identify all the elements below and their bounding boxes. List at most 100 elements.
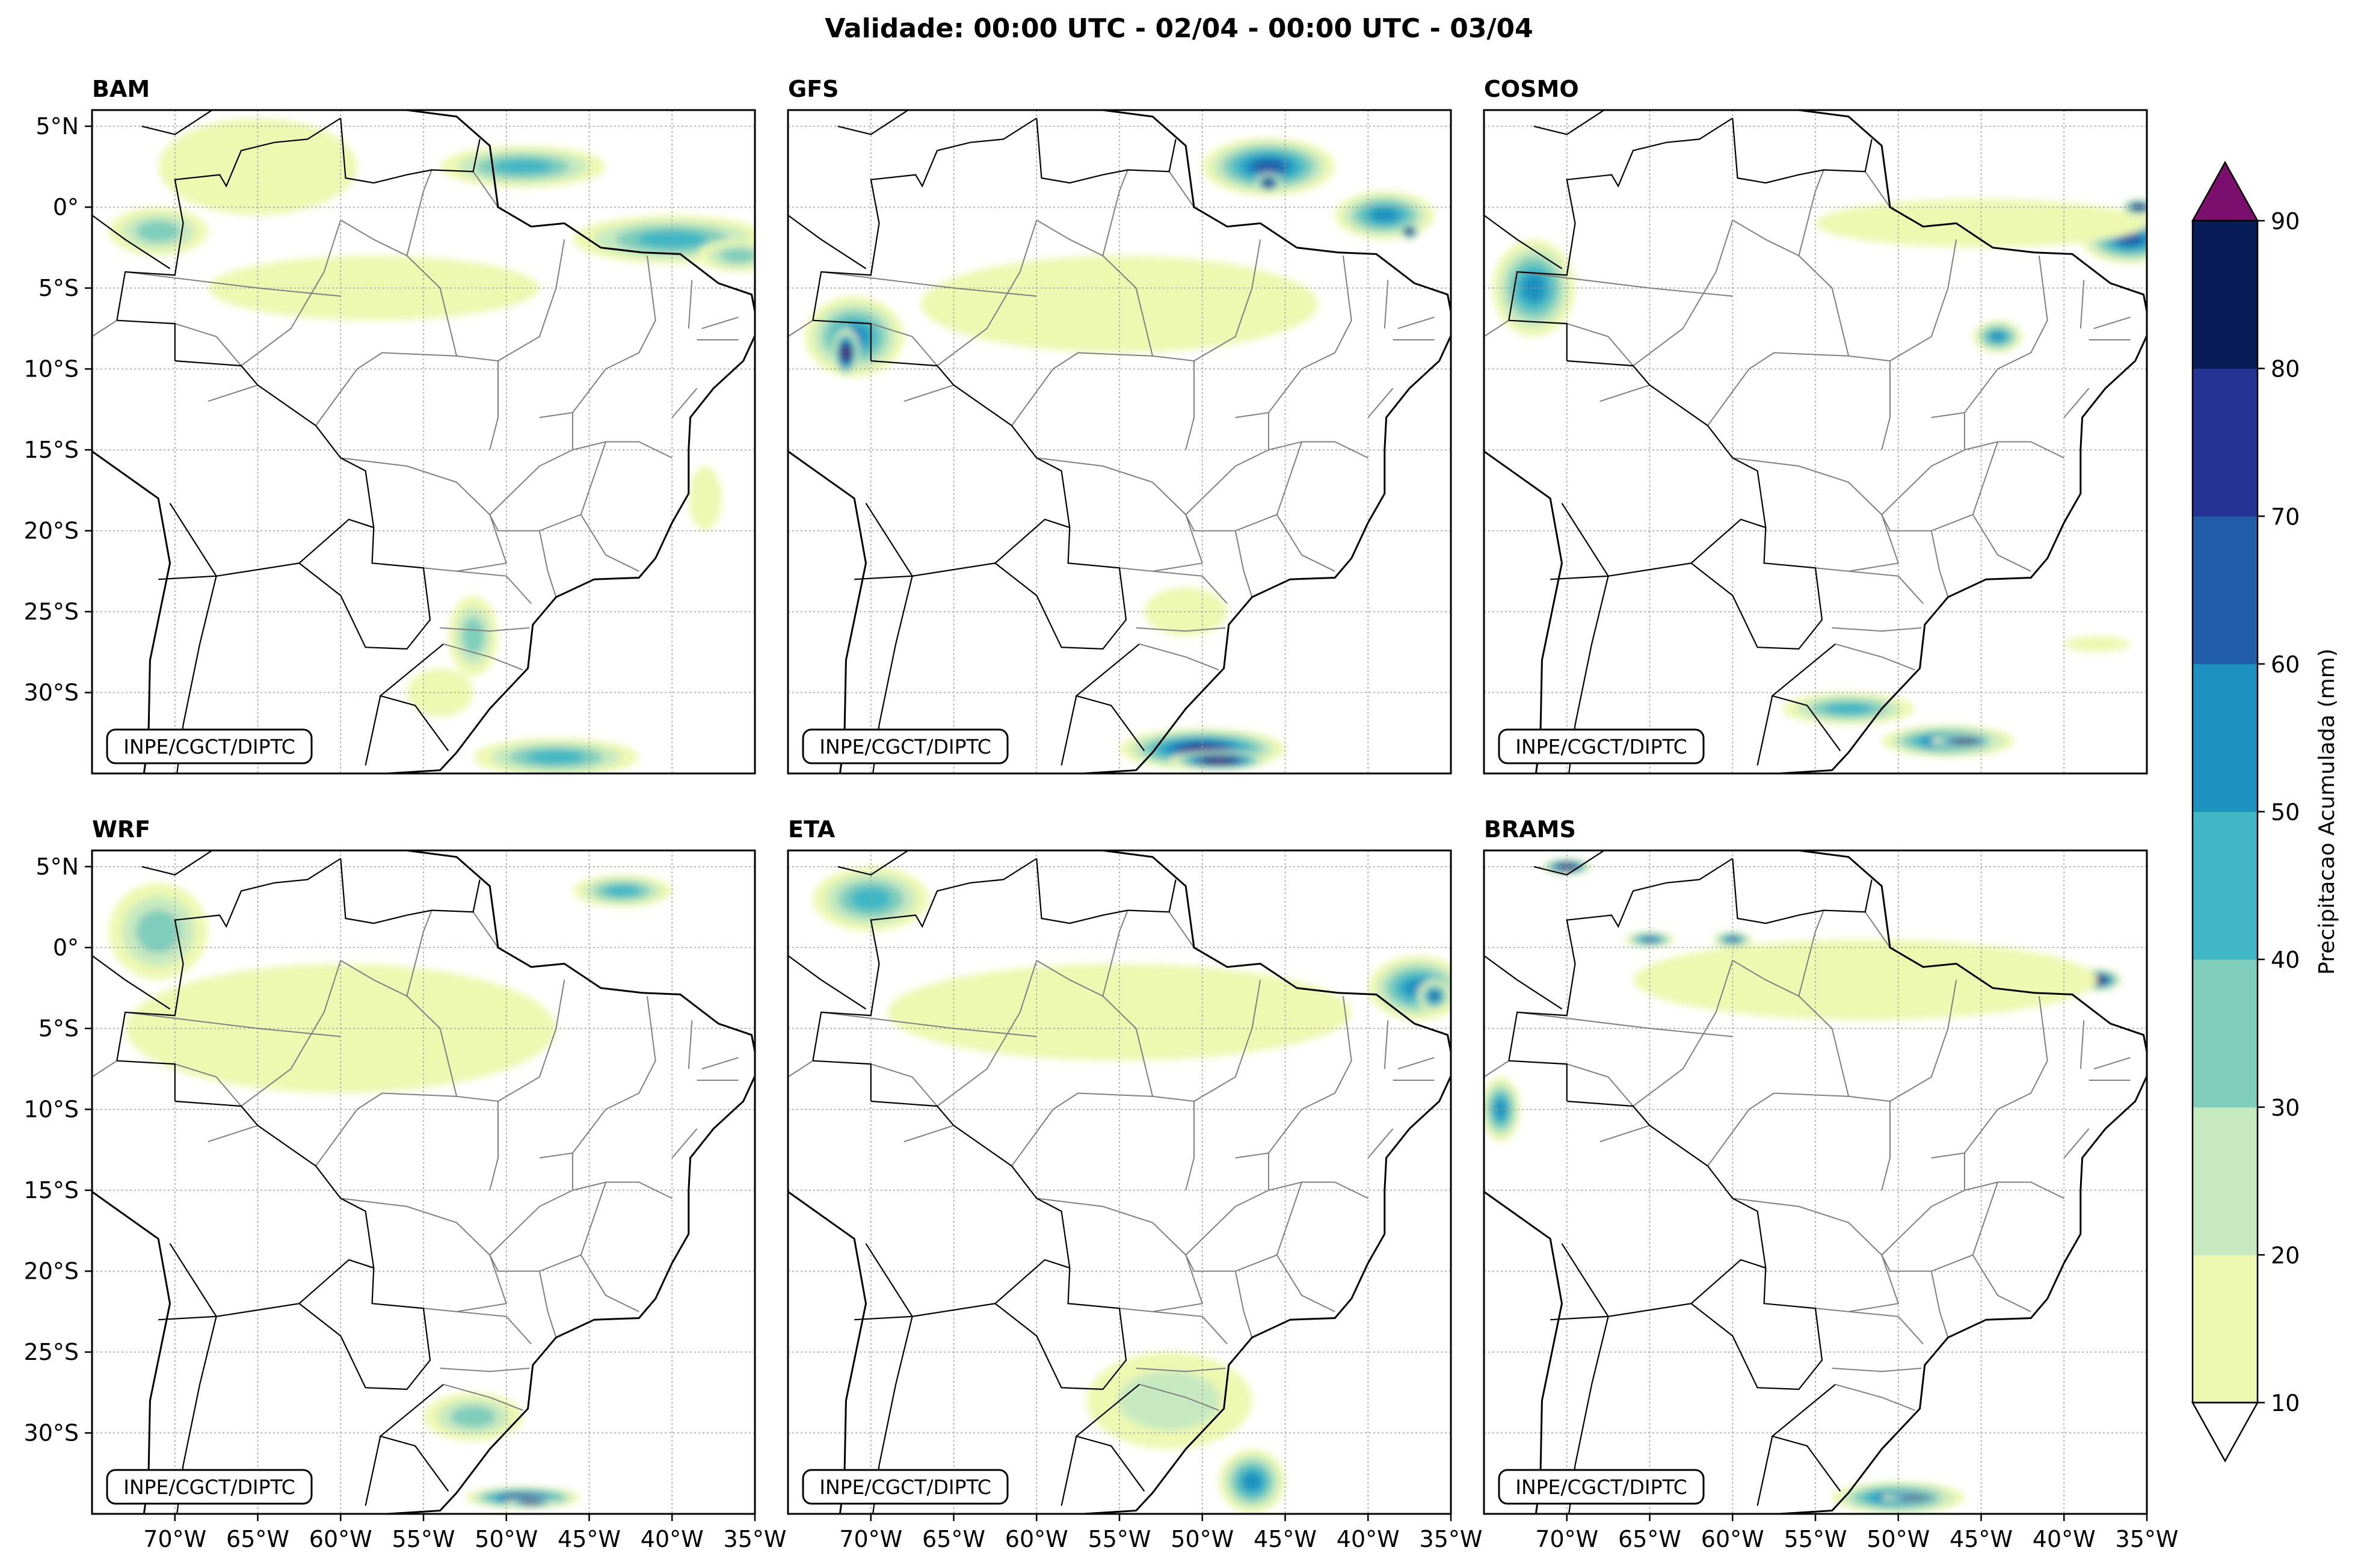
state-border: [903, 1125, 954, 1143]
state-border: [1102, 910, 1128, 997]
state-border: [457, 1311, 532, 1345]
state-border: [1798, 910, 1824, 997]
country-border: [379, 643, 449, 751]
precip-cell: [1959, 740, 1971, 742]
panel-title: ETA: [788, 816, 836, 843]
lat-tick-label: 20°S: [24, 517, 79, 544]
precip-cell: [527, 750, 585, 764]
state-border: [788, 1060, 813, 1078]
state-border: [1835, 1383, 1915, 1411]
lon-tick-label: 65°W: [226, 1526, 289, 1552]
state-border: [208, 384, 258, 402]
precip-cell: [136, 909, 180, 953]
country-border: [340, 858, 481, 924]
credit-box: [1498, 1469, 1705, 1505]
panel-frame: [91, 109, 756, 775]
lon-tick-label: 50°W: [1171, 1526, 1234, 1552]
credit-box: [106, 728, 313, 764]
country-border: [1060, 695, 1077, 766]
lon-tick-label: 40°W: [1337, 1526, 1400, 1552]
state-border: [1972, 514, 2031, 572]
state-border: [1193, 980, 1261, 1102]
state-border: [572, 441, 673, 459]
state-border: [2063, 1128, 2090, 1158]
country-border: [837, 850, 910, 876]
lon-tick-label: 45°W: [1254, 1526, 1317, 1552]
state-border: [440, 627, 530, 632]
state-border: [2093, 316, 2131, 330]
graticule: [92, 850, 755, 1514]
country-border: [379, 1383, 449, 1492]
country-border: [1075, 643, 1145, 751]
precip-cell: [1242, 1472, 1262, 1491]
state-border: [701, 1057, 739, 1070]
country-border: [1075, 1383, 1145, 1492]
precip-field: [1484, 858, 2122, 1514]
state-border: [903, 384, 954, 402]
colorbar-tick-label: 20: [2271, 1242, 2300, 1268]
country-border: [116, 858, 341, 1061]
lon-tick-label: 70°W: [143, 1526, 206, 1552]
state-border: [1832, 1367, 1922, 1373]
state-border: [1633, 220, 1734, 366]
colorbar-segment: [2193, 663, 2258, 812]
country-border: [92, 215, 171, 269]
country-border: [994, 1268, 1127, 1391]
lon-tick-label: 35°W: [1420, 1526, 1483, 1552]
lon-tick-label: 35°W: [2116, 1526, 2179, 1552]
country-border: [1484, 955, 1563, 1010]
country-border: [365, 695, 381, 766]
state-border: [497, 980, 565, 1102]
country-border: [1508, 117, 1733, 321]
country-border: [1509, 319, 1568, 361]
colorbar-tick-label: 70: [2271, 503, 2300, 530]
precip-cell: [1144, 587, 1228, 636]
precip-cell: [1370, 208, 1399, 223]
country-border: [117, 319, 176, 361]
state-border: [1153, 1311, 1228, 1345]
state-border: [1972, 1255, 2031, 1312]
state-border: [440, 1367, 530, 1373]
state-border: [1367, 1128, 1394, 1158]
state-border: [174, 1063, 242, 1107]
country-border: [116, 117, 341, 321]
country-border: [92, 955, 171, 1010]
country-border: [1756, 1436, 1773, 1506]
country-border: [1756, 695, 1773, 766]
state-border: [1185, 413, 1269, 515]
state-border: [1599, 384, 1650, 402]
state-border: [580, 514, 639, 572]
lon-tick-label: 70°W: [839, 1526, 902, 1552]
precip-cell: [1990, 331, 2005, 342]
colorbar-over-triangle: [2191, 161, 2259, 222]
state-border: [406, 170, 433, 256]
credit-box: [106, 1469, 313, 1505]
state-border: [870, 1063, 938, 1107]
country-border: [788, 955, 867, 1010]
state-border: [489, 413, 573, 515]
colorbar-segment: [2193, 811, 2258, 960]
panel-title: WRF: [92, 816, 150, 843]
colorbar: 10 20 30 40 50 60 70 80 90 Precipitacao Acumulada…: [2191, 161, 2339, 1463]
state-border: [538, 530, 557, 598]
panel-title: BRAMS: [1484, 816, 1576, 843]
state-border: [1849, 1311, 1924, 1345]
state-border: [1835, 643, 1915, 671]
lon-tick-label: 60°W: [1005, 1526, 1068, 1552]
country-border: [1771, 643, 1841, 751]
precip-field: [813, 866, 1451, 1514]
state-border: [472, 171, 499, 208]
precip-cell: [158, 118, 357, 215]
country-border: [1690, 1268, 1823, 1391]
lon-tick-label: 60°W: [1701, 1526, 1764, 1552]
state-border: [1234, 530, 1253, 598]
state-border: [1367, 388, 1394, 418]
lat-tick-label: 20°S: [24, 1258, 79, 1284]
state-border: [1881, 413, 1965, 515]
lat-tick-label: 10°S: [24, 355, 79, 382]
state-border: [1136, 627, 1226, 632]
state-border: [1931, 995, 2048, 1159]
precip-cell: [527, 1501, 535, 1504]
lon-tick-label: 65°W: [1618, 1526, 1681, 1552]
state-border: [870, 323, 938, 366]
